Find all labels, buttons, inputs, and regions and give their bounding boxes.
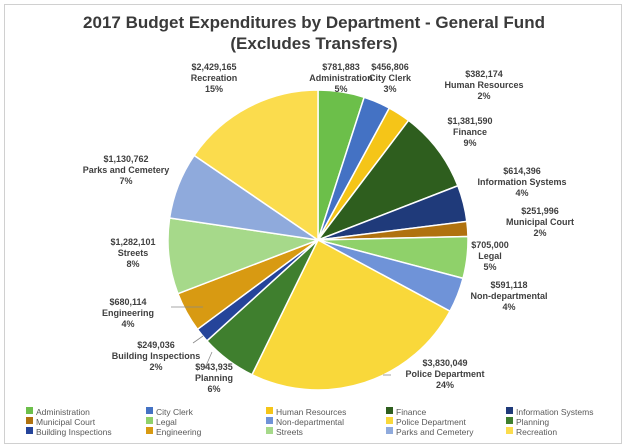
legend-item: City Clerk — [146, 406, 193, 417]
data-label-municipal-court: $251,996 Municipal Court 2% — [506, 206, 574, 238]
legend-swatch — [506, 417, 513, 425]
legend-swatch — [506, 427, 513, 435]
legend-swatch — [146, 417, 153, 425]
legend-swatch — [386, 417, 393, 425]
legend-item: Streets — [266, 426, 303, 437]
legend-swatch — [266, 427, 273, 435]
legend-swatch — [146, 407, 153, 415]
leader-line — [192, 335, 204, 344]
legend-swatch — [266, 407, 273, 415]
data-label-building-inspections: $249,036 Building Inspections 2% — [112, 340, 201, 372]
chart-subtitle: (Excludes Transfers) — [230, 34, 398, 53]
legend-item: Finance — [386, 406, 426, 417]
data-label-administration: $781,883 Administration 5% — [309, 62, 373, 94]
legend-swatch — [506, 407, 513, 415]
legend-item: Planning — [506, 416, 549, 427]
legend-swatch — [386, 407, 393, 415]
legend-label: Non-departmental — [276, 416, 345, 427]
pie-slice-police-department — [250, 238, 452, 391]
legend-swatch — [266, 417, 273, 425]
legend-swatch — [26, 427, 33, 435]
pie-slice-finance — [315, 119, 459, 242]
legend-item: Legal — [146, 416, 177, 427]
legend-item: Engineering — [146, 426, 201, 437]
legend-swatch — [146, 427, 153, 435]
data-label-city-clerk: $456,806 City Clerk 3% — [369, 62, 412, 94]
legend-label: Human Resources — [276, 406, 347, 417]
legend-item: Building Inspections — [26, 426, 112, 437]
legend-swatch — [26, 407, 33, 415]
legend-item: Administration — [26, 406, 90, 417]
data-label-finance: $1,381,590 Finance 9% — [447, 116, 492, 148]
data-label-legal: $705,000 Legal 5% — [471, 240, 509, 272]
chart-title-block: 2017 Budget Expenditures by Department -… — [0, 12, 628, 54]
data-label-information-systems: $614,396 Information Systems 4% — [477, 166, 566, 198]
data-label-recreation: $2,429,165 Recreation 15% — [191, 62, 238, 94]
legend-item: Non-departmental — [266, 416, 344, 427]
legend-item: Recreation — [506, 426, 557, 437]
legend-item: Police Department — [386, 416, 466, 427]
legend-label: Municipal Court — [36, 416, 96, 427]
legend-label: Information Systems — [516, 406, 594, 417]
legend-item: Parks and Cemetery — [386, 426, 473, 437]
legend-label: Finance — [396, 406, 427, 417]
legend-label: Police Department — [396, 416, 466, 427]
legend-item: Information Systems — [506, 406, 593, 417]
leader-line — [204, 351, 213, 369]
legend-swatch — [386, 427, 393, 435]
legend-swatch — [26, 417, 33, 425]
data-label-non-departmental: $591,118 Non-departmental 4% — [470, 280, 547, 312]
legend-label: Streets — [276, 426, 303, 437]
data-label-parks-and-cemetery: $1,130,762 Parks and Cemetery 7% — [83, 154, 170, 186]
legend-label: Recreation — [516, 426, 558, 437]
data-label-engineering: $680,114 Engineering 4% — [102, 297, 154, 329]
pie-slices — [167, 89, 469, 391]
legend-label: Parks and Cemetery — [396, 426, 474, 437]
data-label-human-resources: $382,174 Human Resources 2% — [444, 69, 523, 101]
legend-label: Administration — [36, 406, 90, 417]
chart-title: 2017 Budget Expenditures by Department -… — [83, 13, 545, 32]
legend-label: Planning — [516, 416, 550, 427]
data-label-streets: $1,282,101 Streets 8% — [110, 237, 155, 269]
data-label-police-department: $3,830,049 Police Department 24% — [405, 358, 484, 390]
legend-label: Building Inspections — [36, 426, 112, 437]
legend-label: City Clerk — [156, 406, 193, 417]
legend-label: Engineering — [156, 426, 202, 437]
legend-item: Municipal Court — [26, 416, 95, 427]
legend-item: Human Resources — [266, 406, 346, 417]
legend-label: Legal — [156, 416, 177, 427]
data-label-planning: $943,935 Planning 6% — [195, 362, 233, 394]
pie-slice-recreation — [193, 89, 319, 242]
